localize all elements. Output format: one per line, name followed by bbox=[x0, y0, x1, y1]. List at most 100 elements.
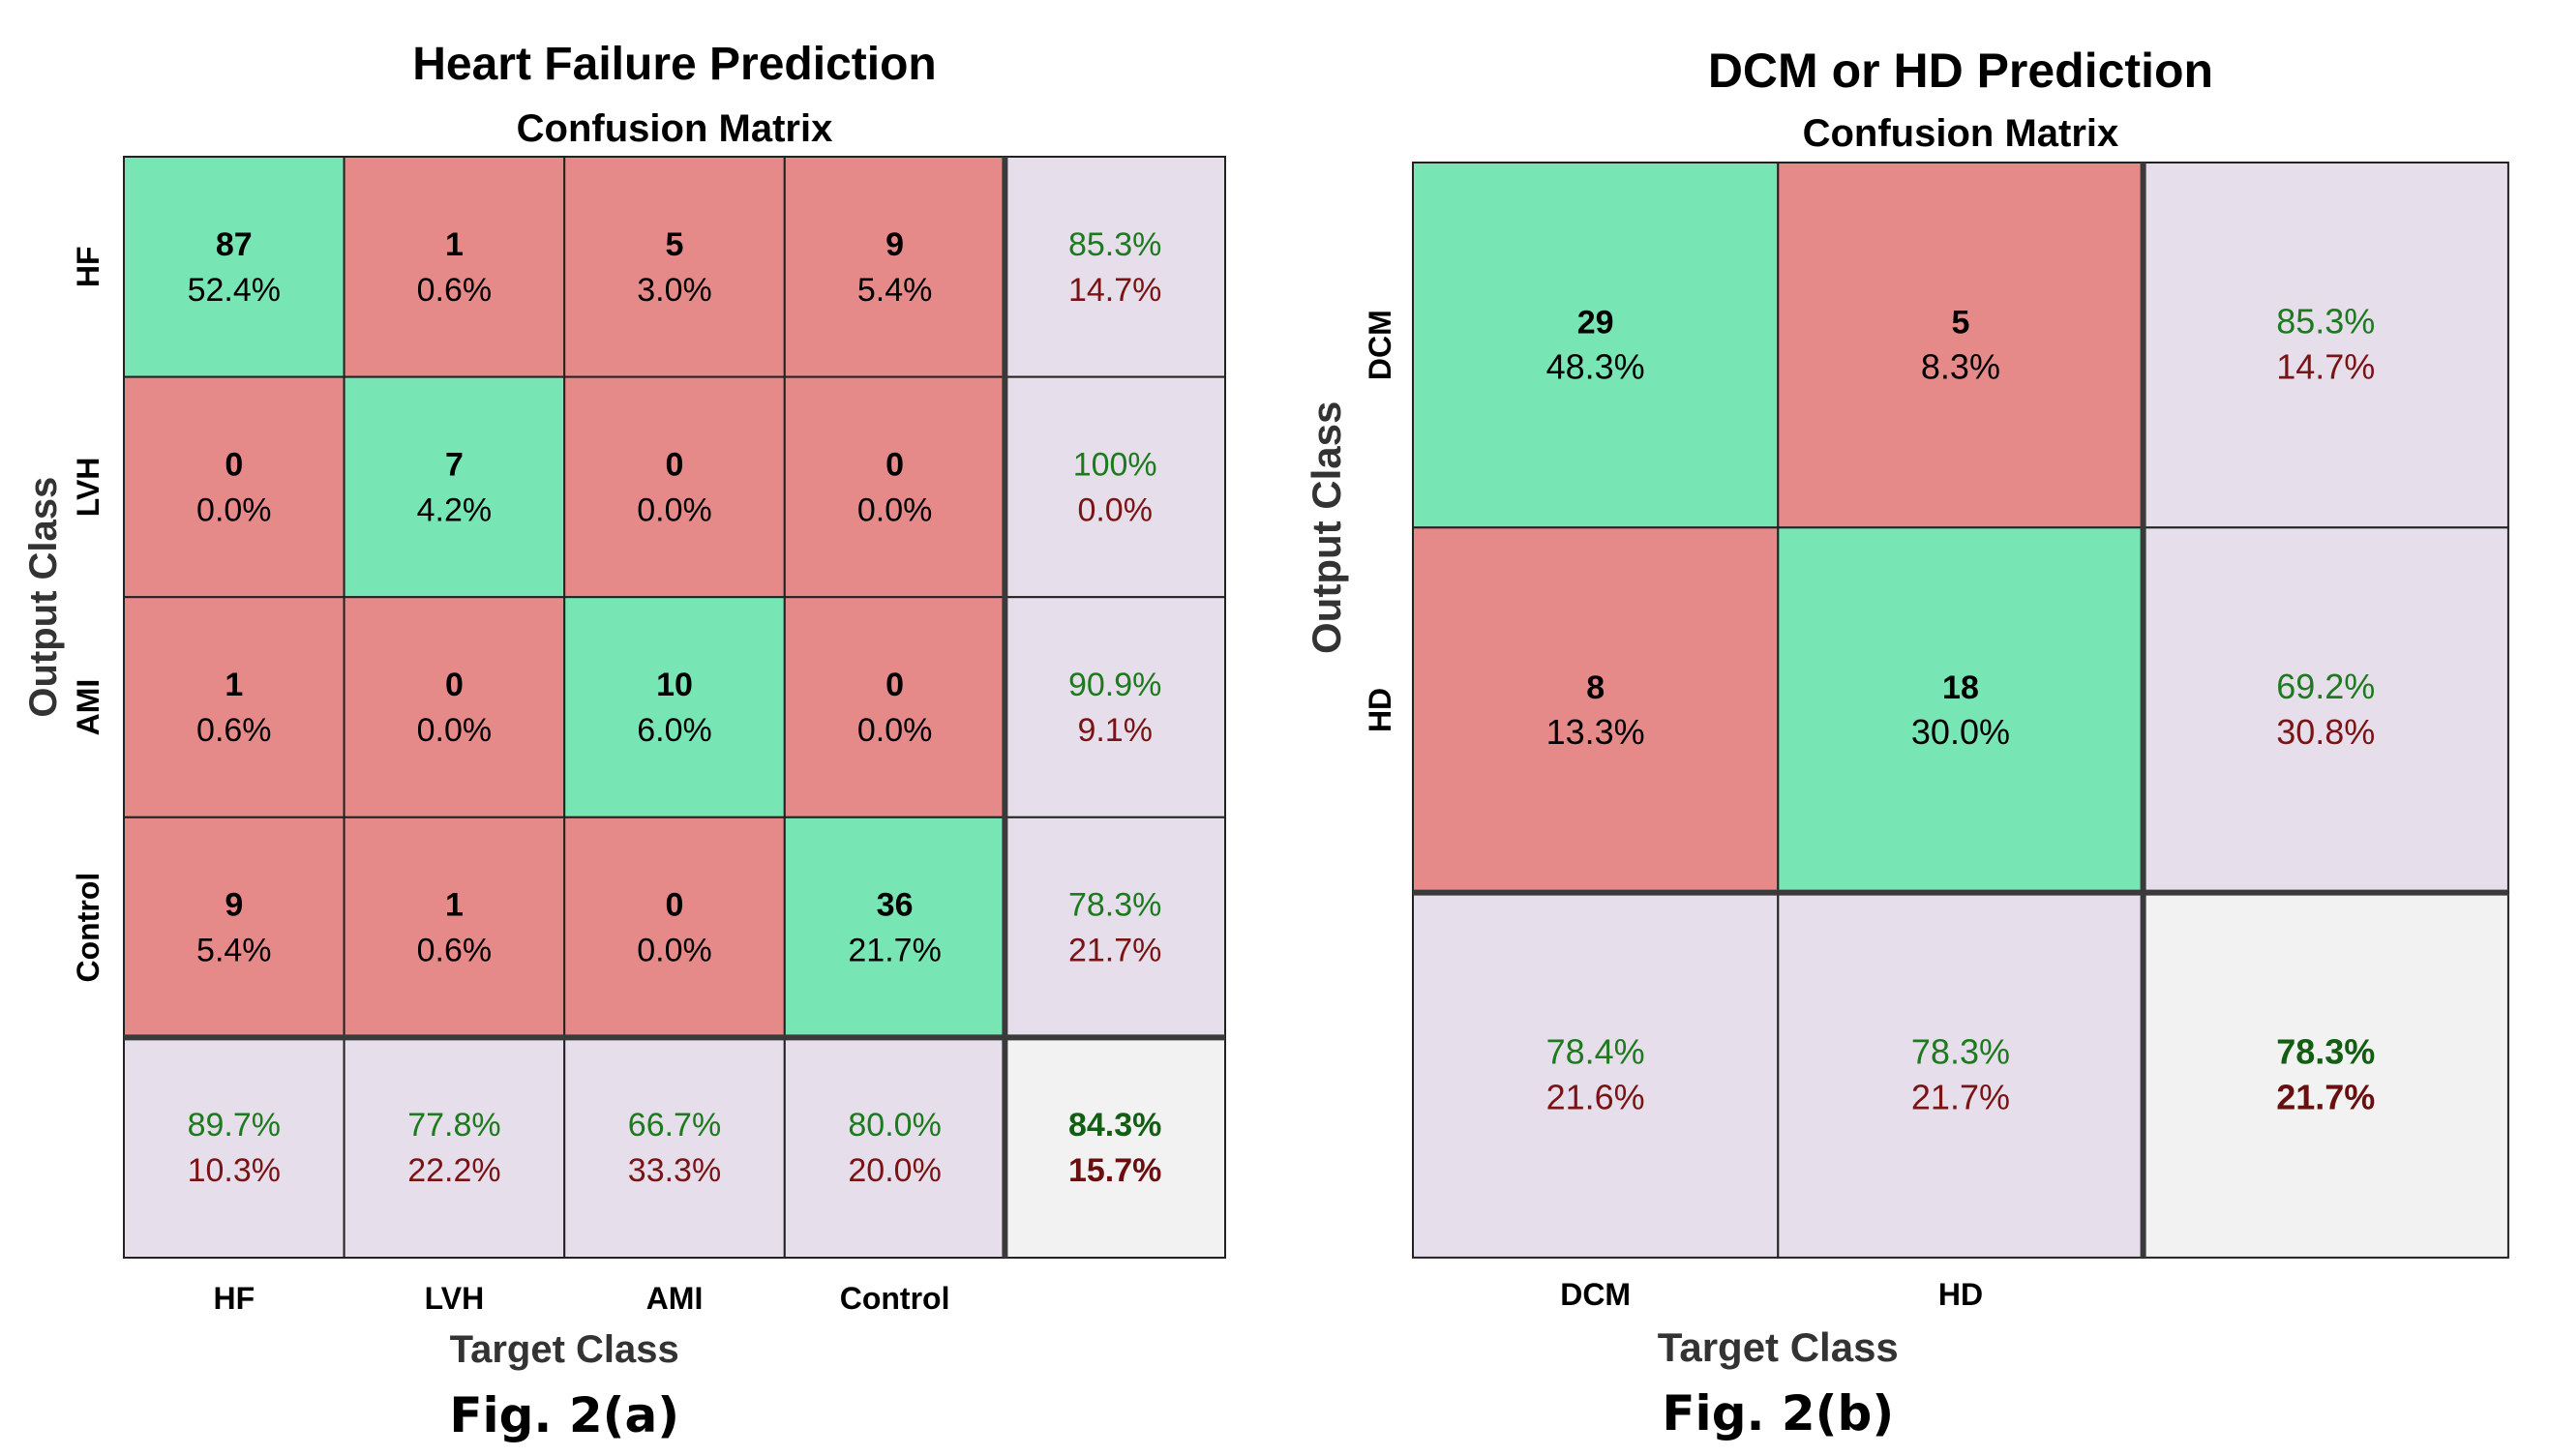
error-cell bbox=[783, 375, 1006, 599]
overall-accuracy-label: 84.3% bbox=[1068, 1107, 1161, 1144]
column-summary-error-label: 21.6% bbox=[1546, 1077, 1645, 1116]
correct-cell bbox=[563, 596, 786, 818]
column-summary-error-label: 22.2% bbox=[407, 1152, 500, 1189]
y-axis-label: Output Class bbox=[22, 477, 65, 718]
row-summary-cell bbox=[1004, 816, 1227, 1039]
cell-percent-label: 30.0% bbox=[1911, 712, 2010, 752]
error-cell bbox=[563, 816, 786, 1039]
cell-percent-label: 0.6% bbox=[417, 272, 493, 309]
cell-percent-label: 0.0% bbox=[857, 712, 933, 749]
column-summary-error-label: 10.3% bbox=[188, 1152, 281, 1189]
error-cell bbox=[123, 375, 345, 599]
cell-count-label: 1 bbox=[445, 887, 464, 924]
cell-count-label: 5 bbox=[1951, 305, 1969, 342]
figure-caption: Fig. 2(a) bbox=[449, 1387, 679, 1443]
error-cell bbox=[123, 816, 345, 1039]
figure-caption: Fig. 2(b) bbox=[1662, 1385, 1894, 1441]
error-cell bbox=[123, 596, 345, 818]
row-summary-correct-label: 100% bbox=[1073, 446, 1157, 483]
cell-percent-label: 13.3% bbox=[1546, 712, 1645, 752]
cell-percent-label: 0.6% bbox=[196, 712, 272, 749]
error-cell bbox=[1412, 526, 1780, 894]
cell-count-label: 36 bbox=[877, 887, 914, 924]
error-cell bbox=[343, 816, 566, 1039]
row-summary-error-label: 14.7% bbox=[1068, 272, 1161, 309]
cell-count-label: 0 bbox=[445, 667, 464, 703]
cell-count-label: 29 bbox=[1577, 305, 1614, 342]
confusion-matrix-panel-1: Heart Failure Prediction Confusion Matrix… bbox=[22, 39, 1227, 1443]
cell-count-label: 0 bbox=[666, 446, 684, 483]
y-tick-label: DCM bbox=[1363, 310, 1397, 380]
overall-error-label: 21.7% bbox=[2276, 1077, 2375, 1116]
overall-error-label: 15.7% bbox=[1068, 1152, 1161, 1189]
cell-count-label: 9 bbox=[225, 887, 243, 924]
cell-percent-label: 8.3% bbox=[1921, 347, 2000, 387]
column-summary-cell bbox=[783, 1036, 1006, 1260]
chart-title: Heart Failure Prediction bbox=[412, 39, 936, 90]
row-summary-error-label: 9.1% bbox=[1077, 712, 1153, 749]
cell-count-label: 18 bbox=[1942, 669, 1979, 706]
column-summary-correct-label: 78.4% bbox=[1546, 1031, 1645, 1071]
cell-count-label: 8 bbox=[1586, 669, 1605, 706]
cell-count-label: 0 bbox=[666, 887, 684, 924]
x-tick-label: LVH bbox=[425, 1281, 485, 1316]
x-tick-label: Control bbox=[840, 1281, 950, 1316]
column-summary-cell bbox=[563, 1036, 786, 1260]
column-summary-error-label: 20.0% bbox=[848, 1152, 941, 1189]
confusion-matrix-panel-2: DCM or HD Prediction Confusion Matrix 29 48… bbox=[1304, 44, 2509, 1441]
error-cell bbox=[1777, 162, 2145, 529]
x-tick-label: HD bbox=[1938, 1277, 1983, 1312]
row-summary-correct-label: 85.3% bbox=[2276, 302, 2375, 342]
overall-accuracy-cell bbox=[1004, 1036, 1227, 1260]
x-axis-label: Target Class bbox=[1658, 1324, 1899, 1370]
y-tick-label: HD bbox=[1363, 688, 1397, 732]
row-summary-cell bbox=[2142, 526, 2509, 894]
cell-count-label: 0 bbox=[885, 667, 904, 703]
cell-count-label: 0 bbox=[225, 446, 243, 483]
x-tick-label: AMI bbox=[646, 1281, 704, 1316]
cell-percent-label: 0.0% bbox=[857, 491, 933, 528]
y-tick-label: AMI bbox=[71, 679, 105, 736]
error-cell bbox=[783, 596, 1006, 818]
row-summary-cell bbox=[1004, 596, 1227, 818]
y-axis-label: Output Class bbox=[1304, 401, 1349, 654]
chart-subtitle: Confusion Matrix bbox=[517, 107, 833, 150]
cell-percent-label: 6.0% bbox=[637, 712, 712, 749]
row-summary-cell bbox=[2142, 162, 2509, 529]
chart-subtitle: Confusion Matrix bbox=[1803, 112, 2119, 155]
column-summary-correct-label: 77.8% bbox=[407, 1107, 500, 1144]
column-summary-correct-label: 66.7% bbox=[628, 1107, 721, 1144]
row-summary-cell bbox=[1004, 156, 1227, 378]
cell-count-label: 7 bbox=[445, 446, 464, 483]
error-cell bbox=[343, 156, 566, 378]
cell-percent-label: 21.7% bbox=[848, 933, 941, 969]
column-summary-cell bbox=[123, 1036, 345, 1260]
row-summary-correct-label: 85.3% bbox=[1068, 226, 1161, 263]
column-summary-cell bbox=[343, 1036, 566, 1260]
column-summary-correct-label: 89.7% bbox=[188, 1107, 281, 1144]
cell-percent-label: 48.3% bbox=[1546, 347, 1645, 387]
error-cell bbox=[783, 156, 1006, 378]
correct-cell bbox=[1412, 162, 1780, 529]
cell-count-label: 1 bbox=[445, 226, 464, 263]
column-summary-correct-label: 80.0% bbox=[848, 1107, 941, 1144]
cell-percent-label: 52.4% bbox=[188, 272, 281, 309]
cell-count-label: 5 bbox=[666, 226, 684, 263]
column-summary-error-label: 33.3% bbox=[628, 1152, 721, 1189]
error-cell bbox=[563, 375, 786, 599]
row-summary-correct-label: 78.3% bbox=[1068, 887, 1161, 924]
error-cell bbox=[563, 156, 786, 378]
x-tick-label: HF bbox=[213, 1281, 255, 1316]
correct-cell bbox=[343, 375, 566, 599]
row-summary-cell bbox=[1004, 375, 1227, 599]
cell-percent-label: 3.0% bbox=[637, 272, 712, 309]
overall-accuracy-cell bbox=[2142, 891, 2509, 1259]
row-summary-correct-label: 90.9% bbox=[1068, 667, 1161, 703]
row-summary-error-label: 30.8% bbox=[2276, 712, 2375, 752]
column-summary-error-label: 21.7% bbox=[1911, 1077, 2010, 1116]
correct-cell bbox=[123, 156, 345, 378]
y-tick-label: HF bbox=[71, 246, 105, 287]
cell-percent-label: 0.0% bbox=[196, 491, 272, 528]
cell-count-label: 0 bbox=[885, 446, 904, 483]
